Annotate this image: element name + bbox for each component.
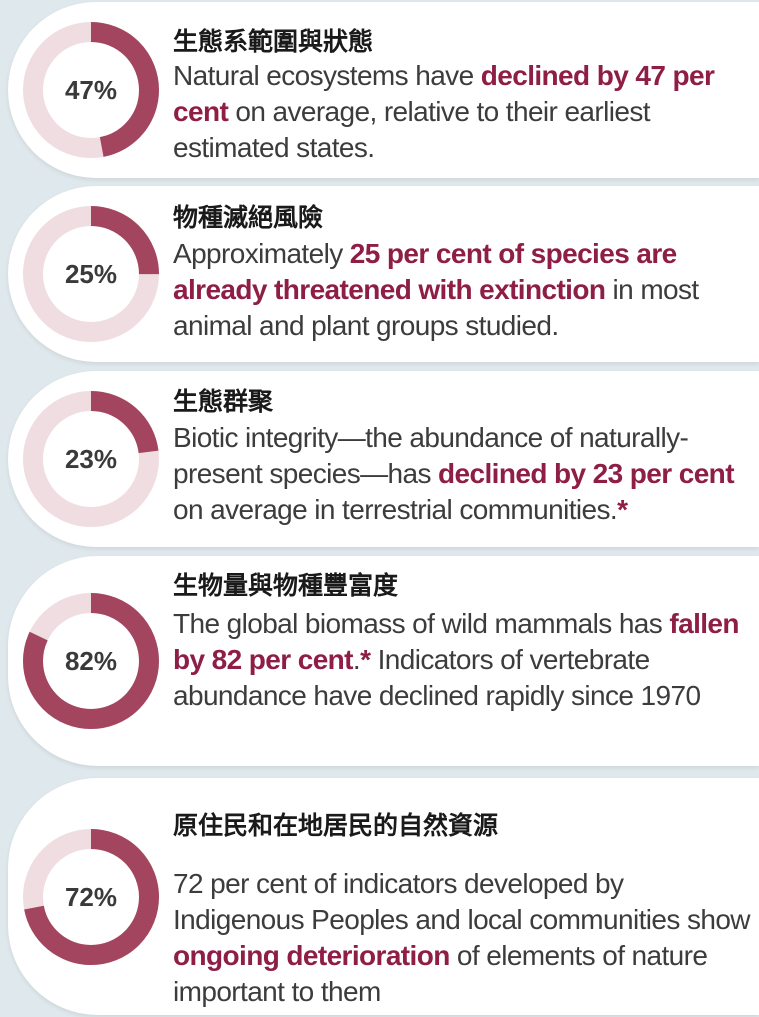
donut-arc bbox=[23, 391, 159, 527]
highlight-text: * bbox=[360, 644, 371, 675]
heading: 物種滅絕風險 bbox=[173, 204, 324, 232]
donut-arc bbox=[23, 593, 159, 729]
heading: 原住民和在地居民的自然資源 bbox=[173, 812, 499, 840]
highlight-text: * bbox=[617, 494, 628, 525]
body-text: Natural ecosystems have bbox=[173, 60, 481, 91]
description: Natural ecosystems have declined by 47 p… bbox=[173, 58, 758, 166]
body-text: in most animal and plant groups studied. bbox=[173, 274, 699, 341]
donut-arc bbox=[23, 206, 159, 342]
heading: 生態系範圍與狀態 bbox=[173, 28, 374, 56]
donut-chart: 47% bbox=[23, 22, 159, 158]
body-text: on average in terrestrial communities. bbox=[173, 494, 618, 525]
donut-label: 25% bbox=[65, 259, 117, 289]
donut-arc bbox=[23, 828, 159, 965]
highlight-text: declined by 23 per cent bbox=[438, 458, 734, 489]
description: 72 per cent of indicators developed by I… bbox=[173, 866, 758, 1010]
donut-chart: 23% bbox=[23, 391, 159, 527]
description: Biotic integrity—the abundance of natura… bbox=[173, 420, 758, 528]
donut-chart: 82% bbox=[23, 593, 159, 729]
donut-label: 47% bbox=[65, 75, 117, 105]
body-text: . bbox=[352, 644, 361, 675]
card: 23% 生態群聚 Biotic integrity—the abundance of… bbox=[8, 371, 759, 547]
description: Approximately 25 per cent of species are… bbox=[173, 236, 758, 344]
highlight-text: fallen by 82 per cent bbox=[173, 608, 740, 675]
donut-label: 82% bbox=[65, 646, 117, 676]
donut-chart: 72% bbox=[23, 828, 159, 965]
heading: 生物量與物種豐富度 bbox=[173, 572, 399, 600]
card: 25% 物種滅絕風險 Approximately 25 per cent of sp… bbox=[8, 186, 759, 362]
body-text: Biotic integrity—the abundance of natura… bbox=[173, 422, 689, 489]
highlight-text: ongoing deterioration bbox=[173, 940, 450, 971]
donut-label: 23% bbox=[65, 444, 117, 474]
body-text: The global biomass of wild mammals has bbox=[173, 608, 670, 639]
donut-arc bbox=[23, 22, 159, 158]
body-text: on average, relative to their earliest e… bbox=[173, 96, 651, 163]
body-text: of elements of nature important to them bbox=[173, 940, 708, 1007]
highlight-text: 25 per cent of species are already threa… bbox=[173, 238, 677, 305]
card: 47% 生態系範圍與狀態 Natural ecosystems have decli… bbox=[8, 2, 759, 178]
card: 72% 原住民和在地居民的自然資源 72 per cent of indicator… bbox=[8, 778, 759, 1015]
body-text: Indicators of vertebrate abundance have … bbox=[173, 644, 701, 711]
highlight-text: declined by 47 per cent bbox=[173, 60, 715, 127]
card: 82% 生物量與物種豐富度 The global biomass of wild m… bbox=[8, 556, 759, 766]
donut-label: 72% bbox=[65, 881, 117, 911]
heading: 生態群聚 bbox=[173, 388, 274, 416]
donut-chart: 25% bbox=[23, 206, 159, 342]
body-text: 72 per cent of indicators developed by I… bbox=[173, 868, 751, 935]
description: The global biomass of wild mammals has f… bbox=[173, 606, 758, 714]
body-text: Approximately bbox=[173, 238, 350, 269]
